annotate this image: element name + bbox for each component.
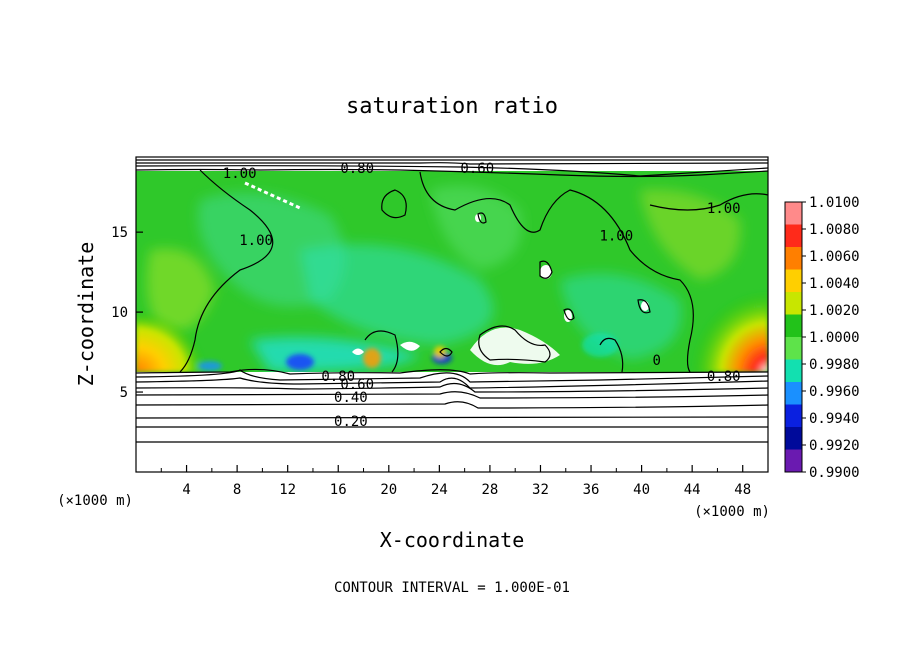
colorbar-label-0: 1.0100	[809, 195, 860, 211]
contour-label-7: 0.60	[340, 377, 374, 393]
colorbar-label-10: 0.9900	[809, 465, 860, 481]
colorbar-swatch-10	[785, 427, 802, 450]
colorbar-label-4: 1.0020	[809, 303, 860, 319]
x-tick-label-11: 48	[734, 482, 751, 498]
plot-frame	[135, 156, 769, 473]
x-tick-label-4: 20	[380, 482, 397, 498]
x-tick-label-0: 4	[182, 482, 190, 498]
colorbar-swatch-7	[785, 359, 802, 383]
colorbar-swatch-2	[785, 247, 802, 270]
colorbar: 1.0100 1.0080 1.0060 1.0040 1.0020 1.0000 0.99…	[784, 195, 860, 481]
colorbar-swatch-1	[785, 224, 802, 248]
colorbar-swatch-5	[785, 314, 802, 338]
contour-label-11: 0	[653, 353, 661, 369]
y-axis-units: (×1000 m)	[694, 504, 770, 520]
x-axis: 4 8 12 16 20 24 28 32 36 40 44 48	[160, 465, 751, 498]
y-axis-label: Z-coordinate	[74, 242, 98, 387]
contour-interval-footer: CONTOUR INTERVAL = 1.000E-01	[334, 580, 570, 596]
colorbar-label-6: 0.9980	[809, 357, 860, 373]
contour-label-1: 0.80	[340, 161, 374, 177]
x-tick-label-5: 24	[431, 482, 448, 498]
heatmap-field	[136, 157, 768, 472]
x-axis-units: (×1000 m)	[57, 493, 133, 509]
x-tick-label-2: 12	[279, 482, 296, 498]
x-tick-label-8: 36	[583, 482, 600, 498]
y-tick-label-0: 5	[120, 385, 128, 401]
colorbar-swatch-9	[785, 404, 802, 428]
x-tick-label-1: 8	[233, 482, 241, 498]
x-tick-label-6: 28	[481, 482, 498, 498]
colorbar-label-7: 0.9960	[809, 384, 860, 400]
contour-label-6: 0.80	[321, 369, 355, 385]
colorbar-swatch-11	[785, 449, 802, 473]
contour-label-0: 1.00	[223, 166, 257, 182]
y-tick-label-2: 15	[111, 225, 128, 241]
contour-label-4: 1.00	[707, 201, 741, 217]
colorbar-label-8: 0.9940	[809, 411, 860, 427]
colorbar-swatch-4	[785, 292, 802, 315]
colorbar-swatch-3	[785, 269, 802, 293]
colorbar-label-1: 1.0080	[809, 222, 860, 238]
colorbar-label-2: 1.0060	[809, 249, 860, 265]
contour-label-10: 0.80	[707, 369, 741, 385]
colorbar-label-5: 1.0000	[809, 330, 860, 346]
x-tick-label-9: 40	[633, 482, 650, 498]
contour-label-9: 0.20	[334, 414, 368, 430]
y-axis: 5 10 15	[111, 225, 143, 401]
contour-labels: 1.00 0.80 0.601.001.001.000.800.600.400.20…	[223, 161, 741, 430]
chart-title: saturation ratio	[346, 94, 558, 119]
x-axis-label: X-coordinate	[380, 528, 525, 552]
contour-label-3: 1.00	[239, 233, 273, 249]
contour-lines	[136, 159, 768, 443]
colorbar-swatch-0	[785, 202, 802, 225]
colorbar-swatch-8	[785, 382, 802, 405]
colorbar-label-9: 0.9920	[809, 438, 860, 454]
x-tick-label-3: 16	[330, 482, 347, 498]
colorbar-label-3: 1.0040	[809, 276, 860, 292]
x-tick-label-7: 32	[532, 482, 549, 498]
colorbar-swatch-6	[785, 337, 802, 360]
x-tick-label-10: 44	[684, 482, 701, 498]
y-tick-label-1: 10	[111, 305, 128, 321]
contour-label-8: 0.40	[334, 390, 368, 406]
contour-label-2: 0.60	[460, 161, 494, 177]
contour-label-5: 1.00	[599, 228, 633, 244]
